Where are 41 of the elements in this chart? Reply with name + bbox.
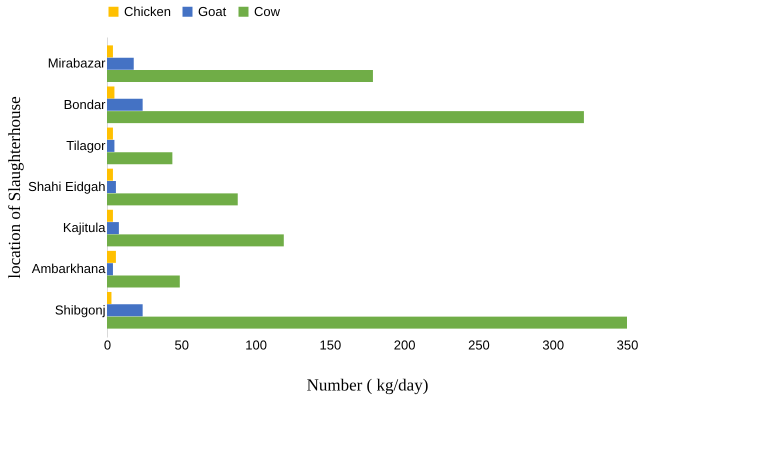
y-tick-label: Shibgonj [54, 302, 106, 318]
bar [107, 210, 113, 222]
bar [107, 250, 116, 263]
legend-label: Goat [198, 4, 227, 19]
bar [107, 234, 284, 246]
bar [107, 70, 373, 82]
y-tick-label: Kajitula [62, 220, 106, 236]
bar [107, 111, 584, 124]
bar [107, 181, 116, 193]
bar [107, 168, 113, 181]
legend-label: Chicken [124, 4, 171, 19]
x-tick-label: 200 [394, 338, 416, 352]
bar [107, 193, 238, 206]
bar [107, 222, 119, 234]
x-tick-label: 300 [542, 338, 564, 352]
bar [107, 86, 114, 98]
y-tick-label: Mirabazar [48, 56, 106, 71]
bar [107, 316, 627, 329]
bar [107, 45, 113, 58]
bar [107, 128, 113, 140]
y-axis-title: location of Slaughterhouse [5, 96, 24, 279]
bar [107, 58, 134, 70]
x-tick-label: 150 [320, 338, 342, 352]
bar [107, 98, 143, 111]
x-tick-label: 250 [468, 338, 490, 352]
x-tick-label: 350 [616, 338, 638, 352]
bar [107, 152, 172, 164]
y-tick-label: Bondar [64, 96, 106, 112]
bar [107, 140, 114, 152]
bar [107, 292, 112, 304]
y-tick-label: Tilagor [66, 138, 106, 153]
legend-label: Cow [254, 4, 281, 19]
x-tick-label: 50 [174, 338, 190, 352]
bar [107, 276, 180, 288]
bar [107, 263, 113, 276]
y-tick-label: Ambarkhana [32, 261, 106, 276]
x-tick-label: 100 [245, 338, 267, 352]
y-tick-label: Shahi Eidgah [28, 179, 106, 194]
bar [107, 304, 143, 316]
x-tick-label: 0 [104, 338, 112, 352]
x-axis-title: Number ( kg/day) [306, 376, 428, 394]
